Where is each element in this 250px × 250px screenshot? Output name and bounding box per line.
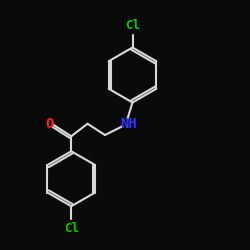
Text: O: O	[46, 117, 54, 131]
Text: Cl: Cl	[64, 222, 79, 235]
Text: NH: NH	[120, 117, 137, 131]
Text: Cl: Cl	[125, 19, 140, 32]
